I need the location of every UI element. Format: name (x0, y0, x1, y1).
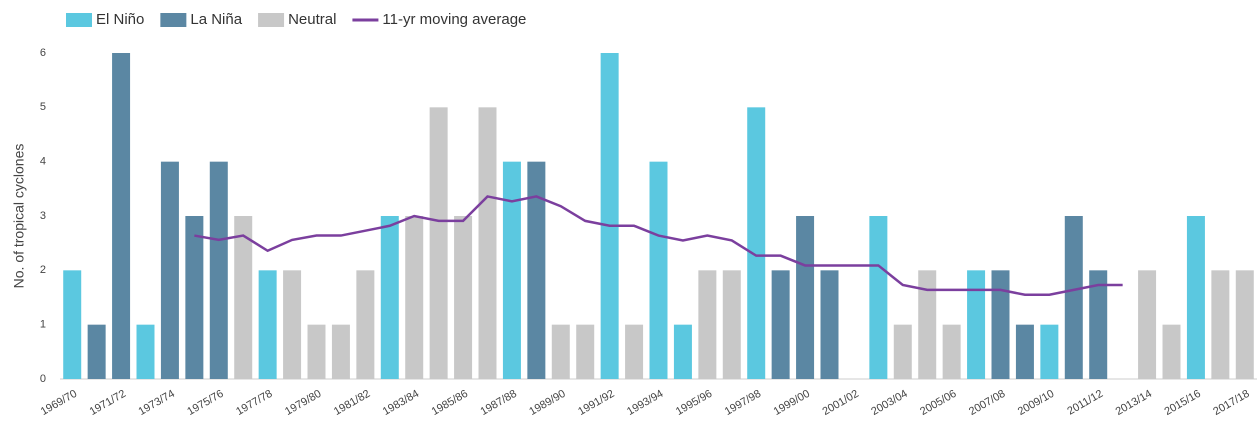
bar (234, 216, 253, 379)
x-tick-label: 2009/10 (1016, 388, 1056, 418)
bar (209, 161, 228, 379)
bar (967, 270, 986, 379)
bar (454, 216, 473, 379)
bar (1162, 324, 1181, 379)
y-tick-label: 3 (40, 210, 46, 222)
x-tick-label: 2013/14 (1114, 388, 1154, 418)
x-tick-label: 1995/96 (674, 388, 714, 418)
bar (258, 270, 277, 379)
bar (1040, 324, 1059, 379)
bar (942, 324, 961, 379)
bar (1211, 270, 1230, 379)
bar (673, 324, 692, 379)
legend-swatch (160, 13, 187, 27)
x-tick-label: 1971/72 (88, 388, 128, 418)
legend-swatch (66, 13, 92, 27)
bar (1089, 270, 1108, 379)
x-tick-label: 1977/78 (234, 388, 274, 418)
bar (600, 53, 619, 379)
x-tick-label: 2011/12 (1065, 388, 1105, 418)
bar (429, 107, 448, 379)
x-tick-label: 1993/94 (625, 388, 665, 418)
legend-swatch (258, 13, 285, 27)
bar (185, 216, 204, 379)
bar (87, 324, 106, 379)
bar (771, 270, 790, 379)
x-tick-label: 1973/74 (136, 388, 176, 418)
bar (405, 216, 424, 379)
bar (502, 161, 521, 379)
x-tick-label: 1989/90 (527, 388, 567, 418)
x-tick-label: 1983/84 (381, 388, 421, 418)
bar (478, 107, 497, 379)
bar (893, 324, 912, 379)
bar (331, 324, 350, 379)
y-tick-label: 6 (40, 47, 46, 59)
bar (698, 270, 717, 379)
x-tick-label: 1975/76 (185, 388, 225, 418)
bar (625, 324, 644, 379)
x-tick-label: 1997/98 (723, 388, 763, 418)
legend-label: Neutral (288, 11, 336, 28)
bar (991, 270, 1010, 379)
bar (527, 161, 546, 379)
x-tick-label: 1991/92 (576, 388, 616, 418)
y-tick-label: 5 (40, 101, 46, 113)
y-tick-label: 4 (40, 156, 46, 168)
x-tick-label: 1981/82 (332, 388, 372, 418)
bar (136, 324, 155, 379)
bar (112, 53, 131, 379)
y-tick-label: 0 (40, 373, 46, 385)
legend-label: 11-yr moving average (382, 11, 526, 28)
x-tick-label: 1999/00 (772, 388, 812, 418)
bar (747, 107, 766, 379)
bar (1186, 216, 1205, 379)
bar (380, 216, 399, 379)
bar (820, 270, 839, 379)
x-tick-label: 2015/16 (1162, 388, 1202, 418)
x-tick-label: 2005/06 (918, 388, 958, 418)
x-tick-label: 2017/18 (1211, 388, 1251, 418)
x-tick-label: 2007/08 (967, 388, 1007, 418)
bar (1064, 216, 1083, 379)
legend-label: La Niña (190, 11, 242, 28)
bar (649, 161, 668, 379)
x-tick-label: 2001/02 (820, 388, 860, 418)
bar (283, 270, 302, 379)
bar (1015, 324, 1034, 379)
bar (551, 324, 570, 379)
x-tick-label: 1979/80 (283, 388, 323, 418)
y-tick-label: 1 (40, 319, 46, 331)
x-tick-label: 2003/04 (869, 388, 909, 418)
bar (63, 270, 82, 379)
bar (869, 216, 888, 379)
bar (796, 216, 815, 379)
x-tick-label: 1987/88 (478, 388, 518, 418)
x-tick-label: 1969/70 (39, 388, 79, 418)
legend-label: El Niño (96, 11, 144, 28)
bar (722, 270, 741, 379)
y-axis-label: No. of tropical cyclones (11, 144, 27, 289)
bar (356, 270, 375, 379)
bar (1235, 270, 1254, 379)
x-tick-label: 1985/86 (430, 388, 470, 418)
bar (160, 161, 179, 379)
bar (307, 324, 326, 379)
bar (576, 324, 595, 379)
bar (918, 270, 937, 379)
bar (1138, 270, 1157, 379)
moving-average-line (194, 195, 1123, 297)
y-tick-label: 2 (40, 264, 46, 276)
